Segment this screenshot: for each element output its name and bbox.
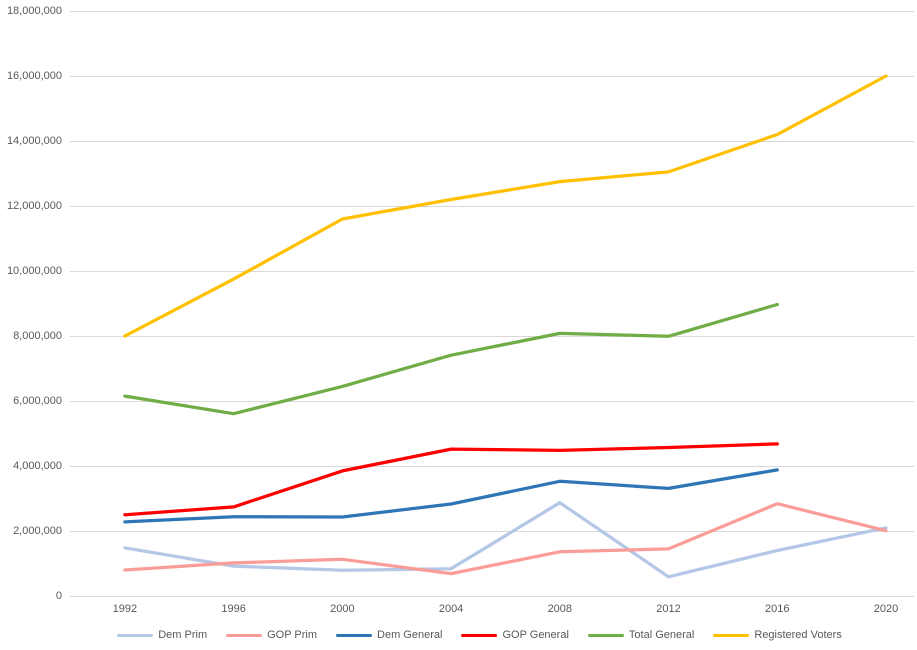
y-tick-label: 16,000,000: [6, 70, 62, 82]
legend-line-swatch-gop-general: [461, 633, 498, 637]
legend-item-dem-general[interactable]: Dem General: [336, 629, 442, 641]
y-tick-label: 4,000,000: [13, 460, 62, 472]
legend-label: Total General: [628, 629, 695, 641]
legend-item-registered-voters[interactable]: Registered Voters: [713, 629, 842, 641]
legend: Dem Prim GOP Prim Dem General GOP General To…: [0, 629, 917, 641]
legend-label: GOP General: [502, 629, 569, 641]
y-tick-label: 6,000,000: [13, 395, 62, 407]
x-tick-label: 2004: [438, 603, 464, 615]
y-tick-label: 2,000,000: [13, 525, 62, 537]
y-tick-label: 10,000,000: [6, 265, 62, 277]
series-line-gop-general[interactable]: [123, 442, 779, 517]
series-line-dem-prim[interactable]: [123, 501, 888, 579]
y-tick-label: 0: [55, 590, 62, 602]
legend-line-swatch-dem-general: [336, 633, 373, 637]
legend-line-swatch-dem-prim: [117, 633, 154, 637]
legend-item-gop-prim[interactable]: GOP Prim: [226, 629, 317, 641]
x-tick-label: 2012: [656, 603, 681, 615]
legend-label: GOP Prim: [267, 629, 318, 641]
legend-line-swatch-total-general: [587, 633, 624, 637]
legend-label: Dem General: [377, 629, 443, 641]
x-tick-label: 1992: [112, 603, 138, 615]
series-line-registered-voters[interactable]: [123, 74, 888, 338]
legend-line-swatch-gop-prim: [226, 633, 263, 637]
legend-item-total-general[interactable]: Total General: [587, 629, 695, 641]
legend-line-swatch-registered-voters: [713, 633, 750, 637]
x-tick-label: 2008: [547, 603, 573, 615]
x-tick-label: 2000: [330, 603, 355, 615]
legend-label: Registered Voters: [754, 629, 842, 641]
y-tick-label: 14,000,000: [6, 135, 62, 147]
series-line-dem-general[interactable]: [123, 468, 779, 524]
x-tick-label: 1996: [221, 603, 246, 615]
x-tick-label: 2020: [873, 603, 899, 615]
x-tick-label: 2016: [765, 603, 790, 615]
y-tick-label: 8,000,000: [13, 330, 62, 342]
legend-item-dem-prim[interactable]: Dem Prim: [117, 629, 207, 641]
legend-item-gop-general[interactable]: GOP General: [461, 629, 569, 641]
y-tick-label: 18,000,000: [6, 5, 62, 17]
series-line-gop-prim[interactable]: [123, 502, 888, 576]
series-line-total-general[interactable]: [123, 302, 779, 416]
y-tick-label: 12,000,000: [6, 200, 62, 212]
legend-label: Dem Prim: [158, 629, 208, 641]
